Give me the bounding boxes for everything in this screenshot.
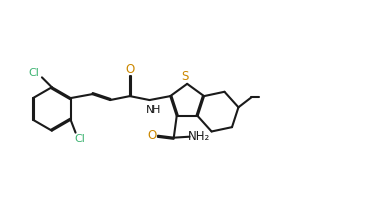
- Text: Cl: Cl: [74, 134, 85, 144]
- Text: Cl: Cl: [29, 68, 40, 78]
- Text: H: H: [152, 105, 160, 115]
- Text: O: O: [125, 63, 134, 76]
- Text: NH₂: NH₂: [188, 130, 210, 143]
- Text: S: S: [182, 70, 189, 83]
- Text: O: O: [147, 129, 157, 142]
- Text: N: N: [146, 105, 155, 115]
